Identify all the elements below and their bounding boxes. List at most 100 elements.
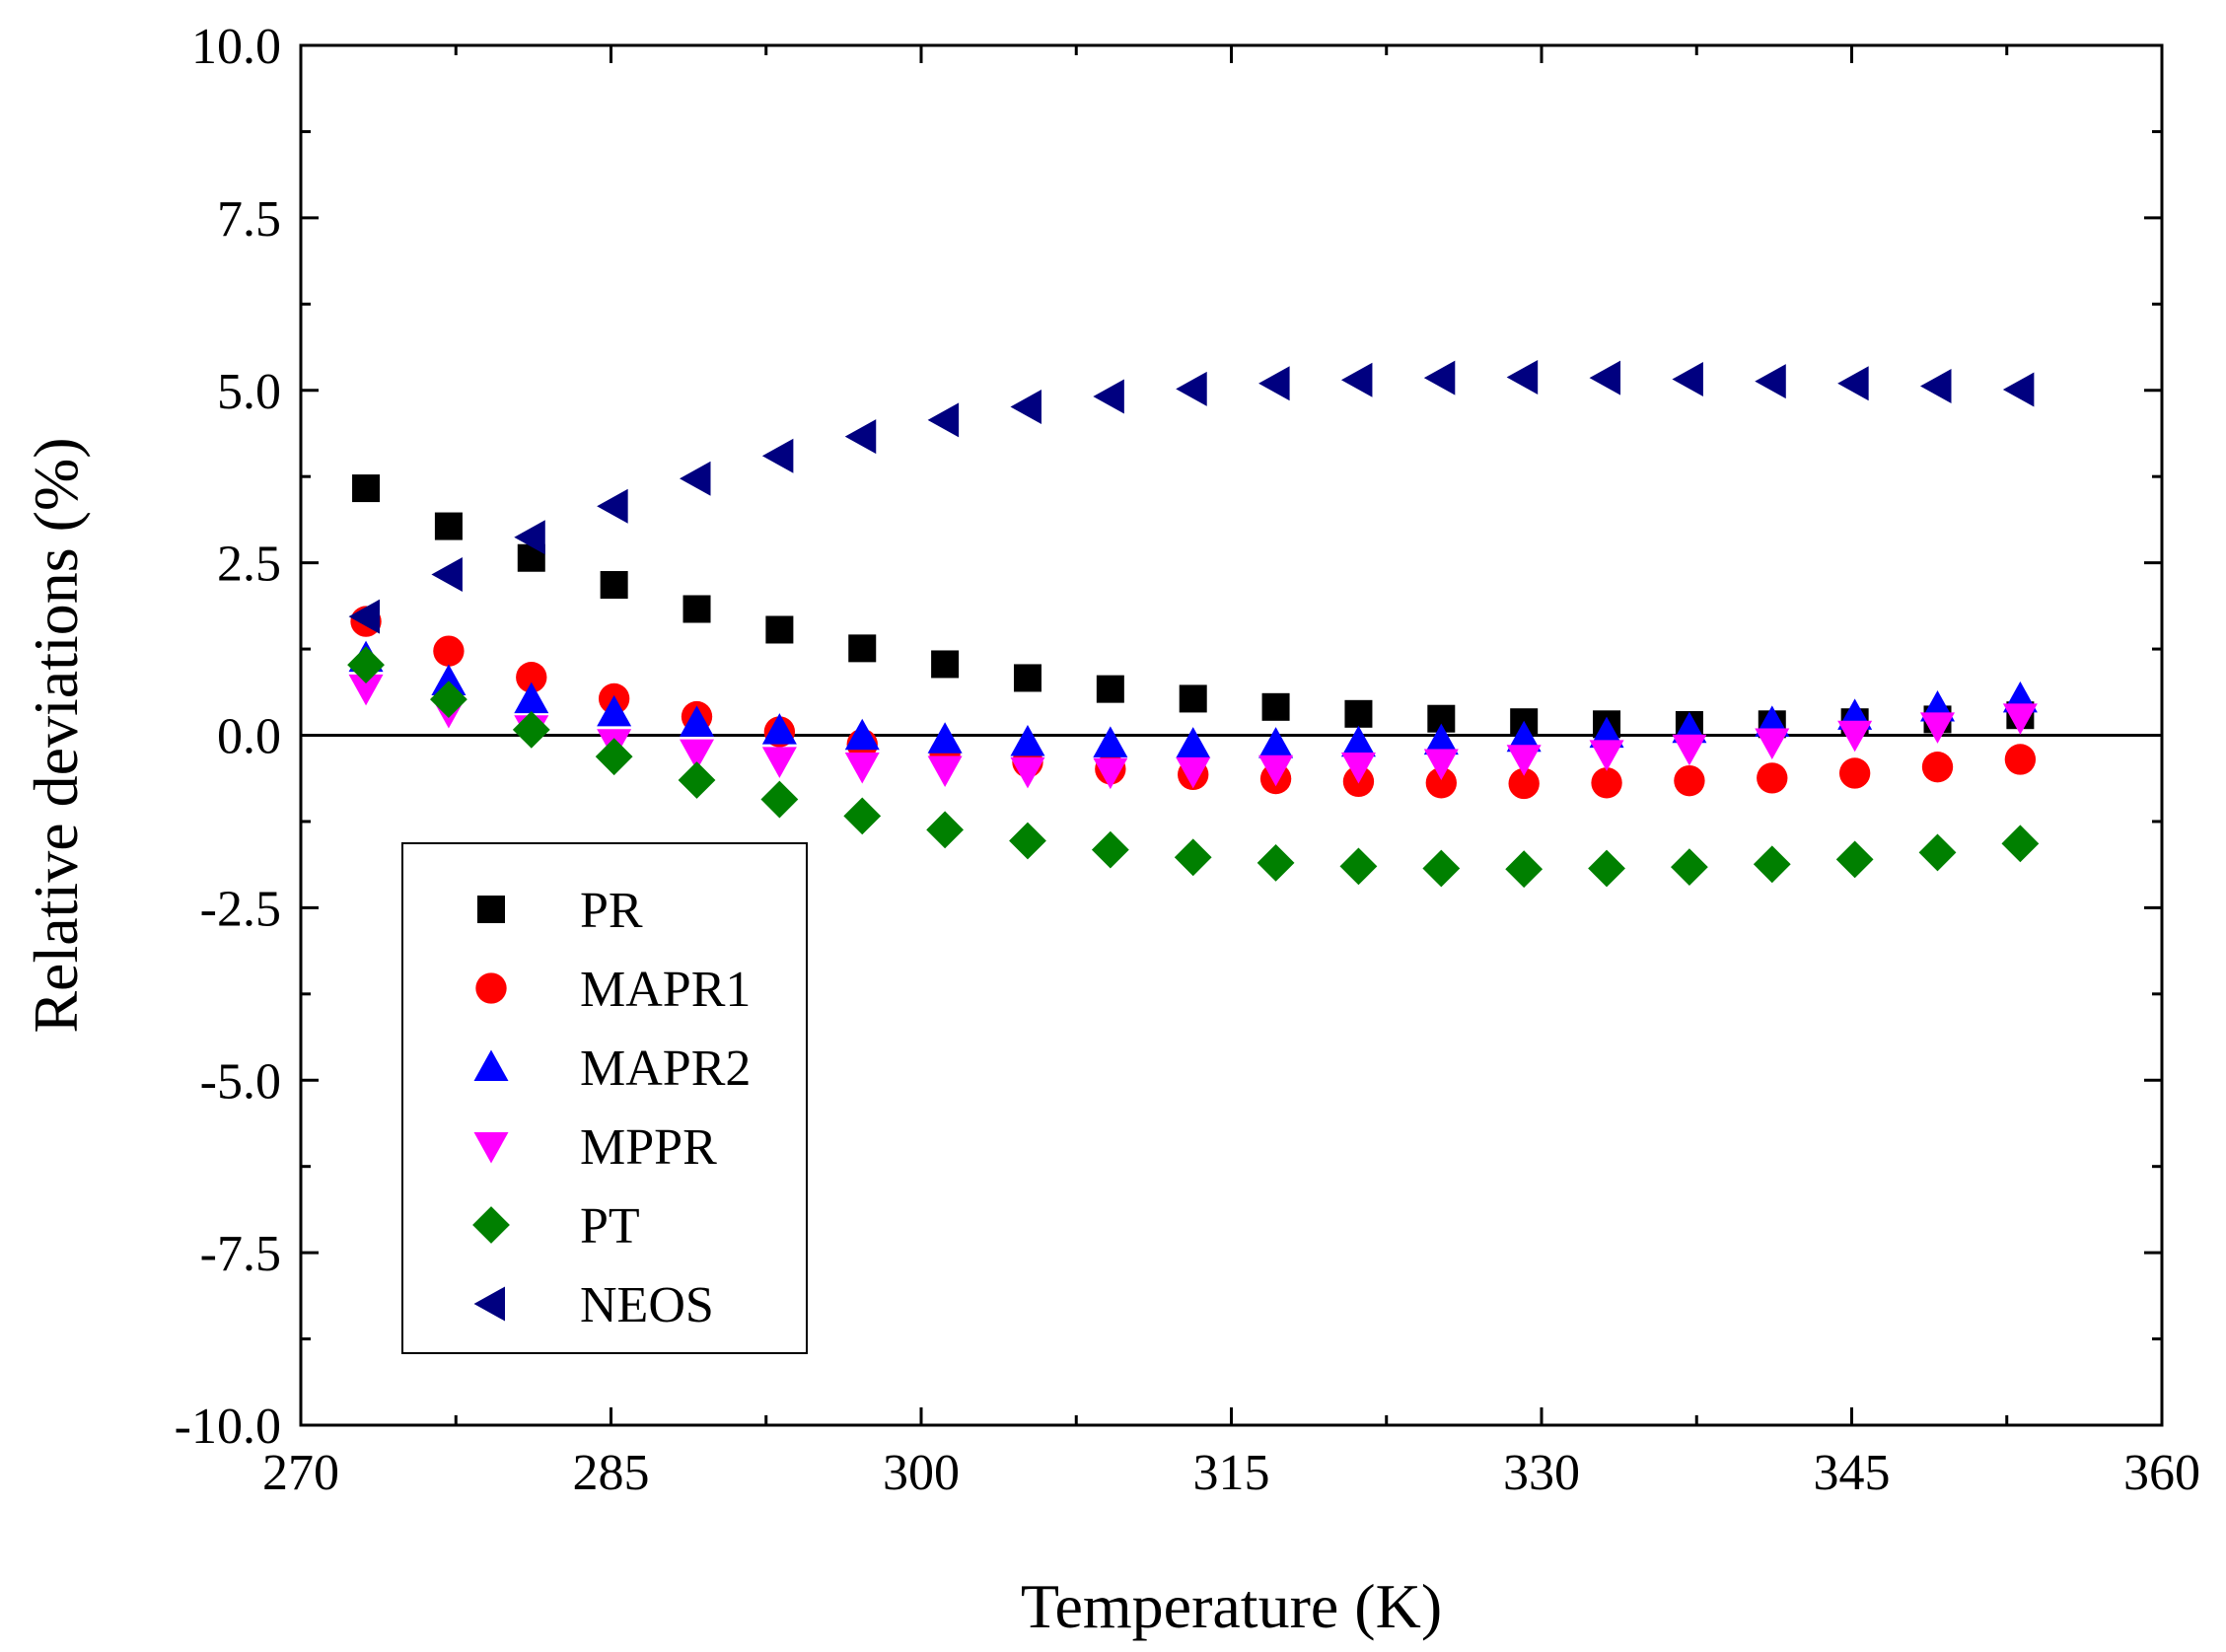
point-pt xyxy=(926,811,965,849)
point-mapr1 xyxy=(433,635,465,667)
point-pr xyxy=(682,595,711,623)
point-mppr xyxy=(1340,752,1376,784)
point-mapr2 xyxy=(1176,727,1211,758)
point-mapr1 xyxy=(1921,751,1954,783)
legend-marker-pr xyxy=(477,896,505,923)
legend-marker-neos xyxy=(473,1286,505,1322)
point-mapr2 xyxy=(431,664,467,695)
point-mppr xyxy=(1589,740,1624,771)
point-mapr2 xyxy=(761,713,797,745)
x-tick-label: 360 xyxy=(2123,1445,2200,1501)
point-pt xyxy=(1588,849,1625,888)
point-pt xyxy=(2001,825,2040,863)
point-pr xyxy=(765,615,794,644)
point-pt xyxy=(1339,847,1378,886)
point-neos xyxy=(1837,366,1869,401)
legend-item: PR xyxy=(477,883,643,939)
legend-item: MAPR2 xyxy=(473,1041,751,1097)
y-tick-label: 0.0 xyxy=(217,709,281,765)
point-mppr xyxy=(2002,703,2038,735)
legend-box xyxy=(401,842,808,1354)
point-neos xyxy=(1755,364,1786,399)
x-tick-label: 270 xyxy=(262,1445,339,1501)
y-tick-label: -5.0 xyxy=(200,1053,281,1110)
point-mapr2 xyxy=(1589,716,1624,749)
point-mapr2 xyxy=(844,718,880,751)
legend-marker-mapr1 xyxy=(475,972,507,1004)
point-mppr xyxy=(1837,720,1873,753)
point-pt xyxy=(678,761,716,799)
point-mapr1 xyxy=(1838,757,1871,789)
point-pr xyxy=(1261,692,1290,721)
point-mapr2 xyxy=(680,705,715,737)
point-neos xyxy=(1506,359,1539,395)
point-neos xyxy=(1589,360,1621,395)
legend-item: NEOS xyxy=(473,1277,714,1333)
y-tick-label: 2.5 xyxy=(217,537,281,593)
legend-item: MAPR1 xyxy=(475,962,751,1018)
y-tick-label: -2.5 xyxy=(200,881,281,937)
legend-label: PR xyxy=(580,883,643,939)
point-pr xyxy=(352,474,381,503)
point-neos xyxy=(514,520,545,555)
point-mapr1 xyxy=(1674,764,1705,797)
point-pt xyxy=(1009,822,1046,860)
point-neos xyxy=(1093,379,1124,414)
point-mapr1 xyxy=(1591,767,1622,799)
legend-item: MPPR xyxy=(473,1119,717,1176)
legend-label: MAPR1 xyxy=(580,962,751,1018)
point-pt xyxy=(1671,848,1708,887)
point-neos xyxy=(1176,371,1207,406)
point-mppr xyxy=(1506,745,1542,776)
point-mppr xyxy=(844,752,880,784)
point-mapr2 xyxy=(1423,723,1459,755)
point-mppr xyxy=(1176,756,1211,789)
y-tick-label: -10.0 xyxy=(175,1399,281,1455)
point-neos xyxy=(844,419,877,455)
point-mapr2 xyxy=(927,722,963,754)
point-neos xyxy=(927,402,960,438)
point-neos xyxy=(2002,372,2035,407)
point-mppr xyxy=(1920,712,1956,744)
point-mapr2 xyxy=(597,694,632,727)
point-neos xyxy=(1672,362,1703,397)
point-mapr1 xyxy=(2004,744,2037,775)
point-mppr xyxy=(1258,754,1294,787)
point-mppr xyxy=(680,739,715,771)
point-pt xyxy=(843,797,882,835)
legend-marker-mppr xyxy=(473,1132,509,1164)
y-tick-label: 7.5 xyxy=(217,191,281,248)
legend-marker-mapr2 xyxy=(473,1049,509,1081)
point-pt xyxy=(1422,849,1461,888)
point-neos xyxy=(1340,362,1373,397)
point-mapr2 xyxy=(1093,726,1128,757)
x-tick-label: 315 xyxy=(1193,1445,1270,1501)
point-mppr xyxy=(1423,749,1459,780)
point-pr xyxy=(1179,684,1207,713)
legend-label: PT xyxy=(580,1198,640,1255)
point-pr xyxy=(1013,664,1041,692)
point-mapr1 xyxy=(1508,767,1540,800)
point-pr xyxy=(600,571,628,600)
point-mppr xyxy=(1010,756,1045,789)
point-mppr xyxy=(1672,734,1707,766)
series-neos xyxy=(348,359,2035,634)
data-marks xyxy=(347,359,2040,889)
point-neos xyxy=(1010,390,1041,425)
point-neos xyxy=(680,461,711,496)
point-pr xyxy=(1096,675,1124,703)
y-tick-label: 10.0 xyxy=(191,19,281,75)
axes: 270 285 300 315 330 345 360 -10.0 -7.5 -5.0 -2.5 0.… xyxy=(175,19,2200,1501)
point-mppr xyxy=(927,755,963,787)
x-tick-label: 330 xyxy=(1503,1445,1580,1501)
point-mppr xyxy=(761,747,797,778)
point-neos xyxy=(431,557,463,593)
point-pt xyxy=(1174,838,1212,877)
series-pt xyxy=(347,646,2040,889)
point-pr xyxy=(434,512,463,540)
point-mapr2 xyxy=(1340,725,1376,757)
legend: PR MAPR1 MAPR2 MPPR PT NEOS xyxy=(401,842,808,1354)
y-tick-label: -7.5 xyxy=(200,1226,281,1282)
point-neos xyxy=(1423,360,1456,395)
point-pr xyxy=(848,634,877,663)
